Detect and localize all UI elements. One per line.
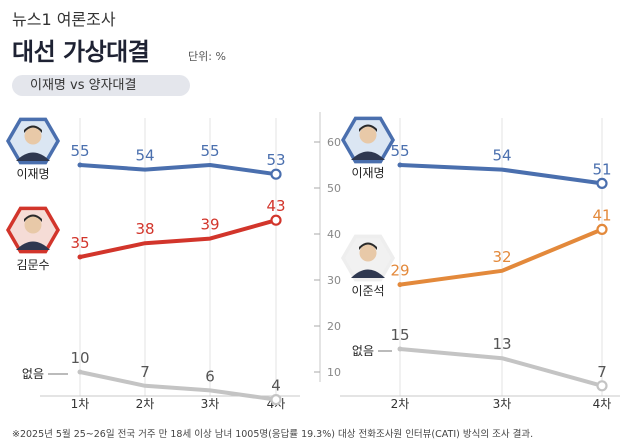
left-kim-point	[77, 254, 83, 260]
left-none-point	[270, 394, 282, 406]
left-none-point	[77, 369, 83, 375]
left-lee-portrait-name-label: 이재명	[16, 167, 49, 181]
left-kim-portrait-suit	[16, 241, 50, 250]
left-lee-data-label: 54	[135, 147, 154, 165]
right-none-label: 없음	[352, 344, 374, 358]
y-tick-label: 40	[327, 228, 341, 241]
y-tick-label: 20	[327, 320, 341, 333]
y-tick-label: 60	[327, 136, 341, 149]
left-kim-data-label: 43	[266, 197, 285, 215]
right-lee-portrait-face	[359, 126, 377, 144]
left-kim-data-label: 39	[200, 216, 219, 234]
left-none-data-label: 4	[271, 377, 281, 395]
x-tick-label: 4차	[593, 397, 612, 411]
right-none-point	[397, 346, 403, 352]
y-tick-label: 10	[327, 366, 341, 379]
left-lee-portrait-face	[24, 127, 42, 145]
right-none-data-label: 7	[597, 363, 607, 381]
right-leejun-portrait-name-label: 이준석	[351, 284, 384, 298]
right-lee-data-label: 55	[390, 142, 409, 160]
right-lee-data-label: 54	[492, 147, 511, 165]
x-tick-label: 3차	[493, 397, 512, 411]
right-lee-data-label: 51	[592, 160, 611, 178]
right-lee-portrait-name-label: 이재명	[351, 166, 384, 180]
left-lee-portrait-hair	[24, 125, 42, 133]
left-lee-point	[77, 162, 83, 168]
left-kim-data-label: 35	[70, 234, 89, 252]
left-kim-line	[78, 218, 278, 259]
left-none-data-label: 7	[140, 363, 150, 381]
x-tick-label: 1차	[71, 397, 90, 411]
matchup-subtitle: 이재명 vs 양자대결	[12, 75, 190, 96]
x-tick-label: 2차	[136, 397, 155, 411]
right-leejun-portrait-suit	[351, 269, 385, 278]
left-kim-portrait-hair	[24, 214, 42, 222]
page-title: 대선 가상대결	[12, 38, 150, 66]
left-none-data-label: 10	[70, 349, 89, 367]
left-kim-point	[270, 214, 282, 226]
right-leejun-point	[397, 282, 403, 288]
right-lee-line	[398, 163, 604, 186]
right-lee-point	[397, 162, 403, 168]
y-tick-label: 30	[327, 274, 341, 287]
right-leejun-data-label: 29	[390, 262, 409, 280]
right-leejun-point	[596, 223, 608, 235]
right-leejun-data-label: 32	[492, 248, 511, 266]
right-leejun-portrait-hair	[359, 242, 377, 250]
right-leejun-portrait-face	[359, 244, 377, 262]
right-leejun-data-label: 41	[592, 206, 611, 224]
left-lee-data-label: 53	[266, 151, 285, 169]
unit-label: 단위: %	[188, 50, 226, 63]
left-none-data-label: 6	[205, 367, 215, 385]
footnote: ※2025년 5월 25~26일 전국 거주 만 18세 이상 남녀 1005명…	[12, 429, 534, 440]
left-none-line	[78, 370, 278, 402]
right-leejun-line	[398, 227, 604, 287]
right-lee-point	[596, 177, 608, 189]
right-lee-portrait-suit	[351, 151, 385, 160]
x-tick-label: 2차	[391, 397, 410, 411]
brand-label: 뉴스1 여론조사	[12, 10, 116, 29]
right-none-data-label: 15	[390, 326, 409, 344]
left-kim-portrait-face	[24, 216, 42, 234]
left-kim-data-label: 38	[135, 220, 154, 238]
left-kim-portrait-name-label: 김문수	[16, 258, 49, 272]
left-lee-line	[78, 163, 278, 177]
left-none-label: 없음	[22, 367, 44, 381]
left-lee-point	[270, 168, 282, 180]
left-lee-portrait-suit	[16, 152, 50, 161]
right-none-data-label: 13	[492, 335, 511, 353]
right-lee-portrait-hair	[359, 124, 377, 132]
y-tick-label: 50	[327, 182, 341, 195]
right-none-point	[596, 380, 608, 392]
right-none-line	[398, 347, 604, 388]
x-tick-label: 3차	[201, 397, 220, 411]
left-lee-data-label: 55	[70, 142, 89, 160]
left-lee-data-label: 55	[200, 142, 219, 160]
